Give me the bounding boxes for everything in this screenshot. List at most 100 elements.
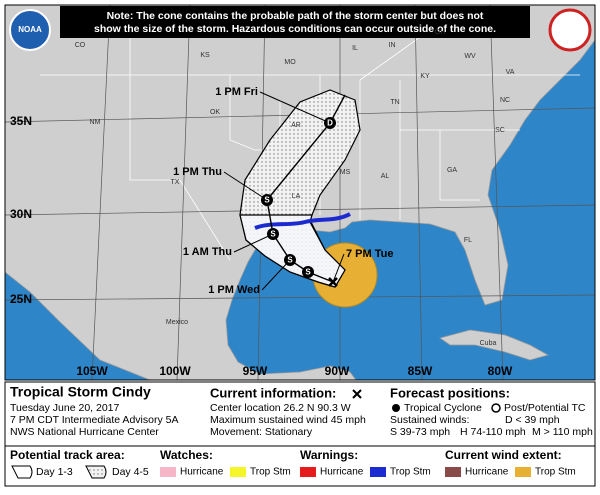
region-label: NM <box>90 119 101 126</box>
swatch <box>515 467 531 477</box>
nws-logo <box>548 8 592 52</box>
region-label: CO <box>75 42 86 49</box>
track-title: Potential track area: <box>10 448 125 462</box>
legend-heading: Current wind extent: <box>445 448 562 462</box>
noaa-logo <box>9 9 51 51</box>
current-line: Maximum sustained wind 45 mph <box>210 414 366 426</box>
region-label: MS <box>340 169 351 176</box>
legend-item: Day 1-3 <box>36 466 73 478</box>
legend-item: Trop Stm <box>535 467 576 478</box>
legend-item: Hurricane <box>180 467 224 478</box>
forecast-time: 1 PM Wed <box>208 284 260 296</box>
leader-line <box>223 171 268 201</box>
forecast-intensity: S <box>264 196 270 205</box>
note: Note: The cone contains the probable pat… <box>94 10 496 35</box>
tc-symbol <box>392 404 400 412</box>
region-label: AL <box>381 173 390 180</box>
region-label: SC <box>495 127 505 134</box>
leader-line <box>332 253 345 283</box>
legend-item: Tropical Cyclone <box>404 402 482 414</box>
latitude-label: 35N <box>10 114 32 128</box>
legend-item: Hurricane <box>465 467 509 478</box>
region-label: OH <box>435 29 446 36</box>
region-label: OK <box>210 109 220 116</box>
region-label: Cuba <box>480 340 497 347</box>
region-label: FL <box>464 237 472 244</box>
region-label: IN <box>389 42 396 49</box>
day45-symbol <box>85 465 107 479</box>
region-label: KY <box>420 73 430 80</box>
legend-item: Hurricane <box>320 467 364 478</box>
legend-line: NWS National Hurricane Center <box>10 426 159 438</box>
longitude-label: 100W <box>159 364 191 378</box>
region-label: VA <box>506 69 515 76</box>
swatch <box>160 467 176 477</box>
current-line: Movement: Stationary <box>210 426 313 438</box>
legend-item: Sustained winds: <box>390 414 469 426</box>
region-label: MO <box>284 59 296 66</box>
legend-line: Tuesday June 20, 2017 <box>10 402 120 414</box>
latitude-label: 30N <box>10 207 32 221</box>
legend-item: Post/Potential TC <box>504 402 586 414</box>
forecast-point <box>324 117 336 129</box>
current-x <box>352 389 362 399</box>
leader-line <box>233 233 274 253</box>
warning-coast <box>254 212 351 230</box>
region-label: LA <box>292 193 301 200</box>
forecast-time: 1 PM Fri <box>215 86 258 98</box>
day13-symbol <box>11 465 33 479</box>
region-label: IL <box>352 45 358 52</box>
region-label: GA <box>447 167 457 174</box>
current-line: Center location 26.2 N 90.3 W <box>210 402 351 414</box>
note-box <box>60 6 530 38</box>
longitude-label: 95W <box>243 364 268 378</box>
forecast-time: 1 PM Thu <box>173 166 222 178</box>
swatch <box>370 467 386 477</box>
ptc-symbol <box>491 403 501 413</box>
region-label: TN <box>390 99 399 106</box>
forecast-point <box>302 266 314 278</box>
longitude-label: 105W <box>76 364 108 378</box>
forecast-intensity: S <box>270 230 276 239</box>
region-label: AR <box>291 122 301 129</box>
forecast-time: 7 PM Tue <box>346 248 393 260</box>
forecast-intensity: D <box>327 119 333 128</box>
forecast-intensity: S <box>287 256 293 265</box>
swatch <box>230 467 246 477</box>
legend-item: Day 4-5 <box>112 466 149 478</box>
swatch <box>300 467 316 477</box>
region-label: TX <box>171 179 180 186</box>
latitude-label: 25N <box>10 292 32 306</box>
swatch <box>445 467 461 477</box>
current-title: Current information: <box>210 385 336 400</box>
region-label: Mexico <box>166 319 188 326</box>
legend-item: Trop Stm <box>250 467 291 478</box>
legend-item: Trop Stm <box>390 467 431 478</box>
legend-item: M > 110 mph <box>532 426 593 438</box>
logo-text: NOAA <box>18 25 42 34</box>
legend-line: 7 PM CDT Intermediate Advisory 5A <box>10 414 178 426</box>
leader-line <box>259 91 331 124</box>
legend-heading: Watches: <box>160 448 213 462</box>
legend-item: D < 39 mph <box>505 414 560 426</box>
longitude-label: 90W <box>325 364 350 378</box>
region-label: NC <box>500 97 510 104</box>
leader-line <box>261 259 291 291</box>
longitude-label: 80W <box>488 364 513 378</box>
map-frame <box>4 4 596 381</box>
forecast-intensity: S <box>305 268 311 277</box>
forecast-point <box>261 194 273 206</box>
region-label: KS <box>200 52 210 59</box>
land-cuba <box>439 329 550 361</box>
storm-name: Tropical Storm Cindy <box>10 384 151 400</box>
legend-item: S 39-73 mph <box>390 426 450 438</box>
region-label: WV <box>464 53 476 60</box>
forecast-title: Forecast positions: <box>390 385 510 400</box>
forecast-point <box>284 254 296 266</box>
legend-heading: Warnings: <box>300 448 358 462</box>
forecast-time: 1 AM Thu <box>183 246 232 258</box>
legend-item: H 74-110 mph <box>460 426 526 438</box>
longitude-label: 85W <box>408 364 433 378</box>
forecast-point <box>267 228 279 240</box>
